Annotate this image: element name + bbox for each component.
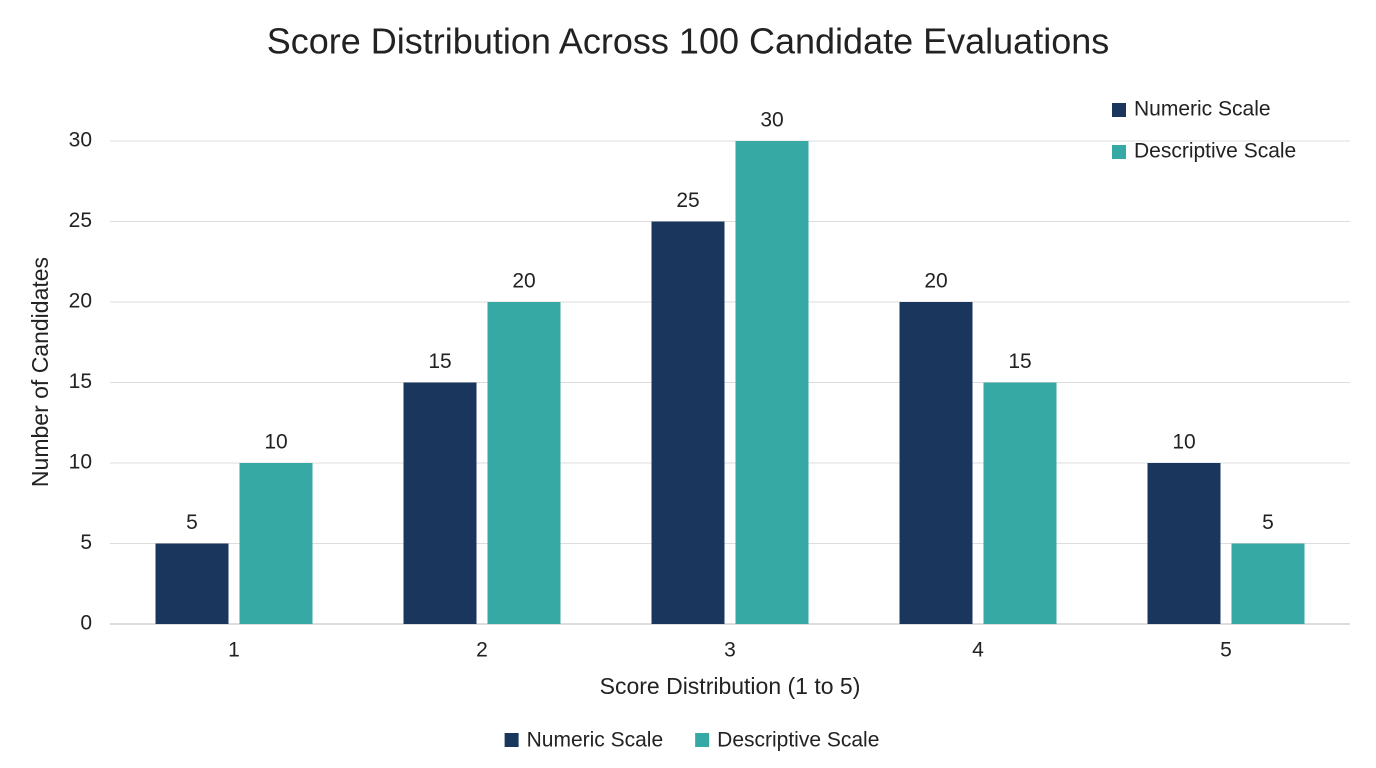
data-label: 20 [924, 270, 947, 293]
x-tick-label: 1 [228, 639, 240, 662]
x-tick-label: 2 [476, 639, 488, 662]
bar [487, 302, 561, 624]
legend-swatch [504, 733, 519, 747]
legend-swatch [1112, 145, 1126, 159]
bar [651, 221, 725, 624]
y-axis-label: Number of Candidates [27, 257, 53, 487]
y-tick-label: 10 [69, 451, 92, 474]
legend-label: Descriptive Scale [1134, 140, 1296, 163]
bar [983, 382, 1057, 624]
legend-label: Numeric Scale [1134, 98, 1271, 121]
data-label: 20 [512, 270, 535, 293]
y-tick-label: 25 [69, 209, 92, 232]
data-label: 30 [760, 109, 783, 132]
legend-label: Descriptive Scale [717, 729, 879, 752]
bar [1147, 463, 1221, 624]
bar [239, 463, 313, 624]
x-tick-label: 5 [1220, 639, 1232, 662]
legend-swatch [695, 733, 710, 747]
data-label: 15 [428, 350, 451, 373]
chart-title: Score Distribution Across 100 Candidate … [267, 21, 1109, 62]
data-label: 10 [264, 431, 287, 454]
legend-label: Numeric Scale [527, 729, 664, 752]
y-tick-label: 5 [80, 531, 92, 554]
x-axis-label: Score Distribution (1 to 5) [600, 673, 861, 699]
y-tick-label: 0 [80, 612, 92, 635]
data-label: 15 [1008, 350, 1031, 373]
data-label: 25 [676, 189, 699, 212]
x-tick-label: 3 [724, 639, 736, 662]
data-label: 5 [186, 511, 198, 534]
y-tick-label: 20 [69, 290, 92, 313]
data-label: 5 [1262, 511, 1274, 534]
bar [403, 382, 477, 624]
y-tick-label: 30 [69, 129, 92, 152]
data-label: 10 [1172, 431, 1195, 454]
x-tick-label: 4 [972, 639, 984, 662]
legend-swatch [1112, 103, 1126, 117]
bar [735, 141, 809, 624]
bar [155, 543, 229, 624]
bar [899, 302, 973, 624]
bar [1231, 543, 1305, 624]
y-tick-label: 15 [69, 370, 92, 393]
